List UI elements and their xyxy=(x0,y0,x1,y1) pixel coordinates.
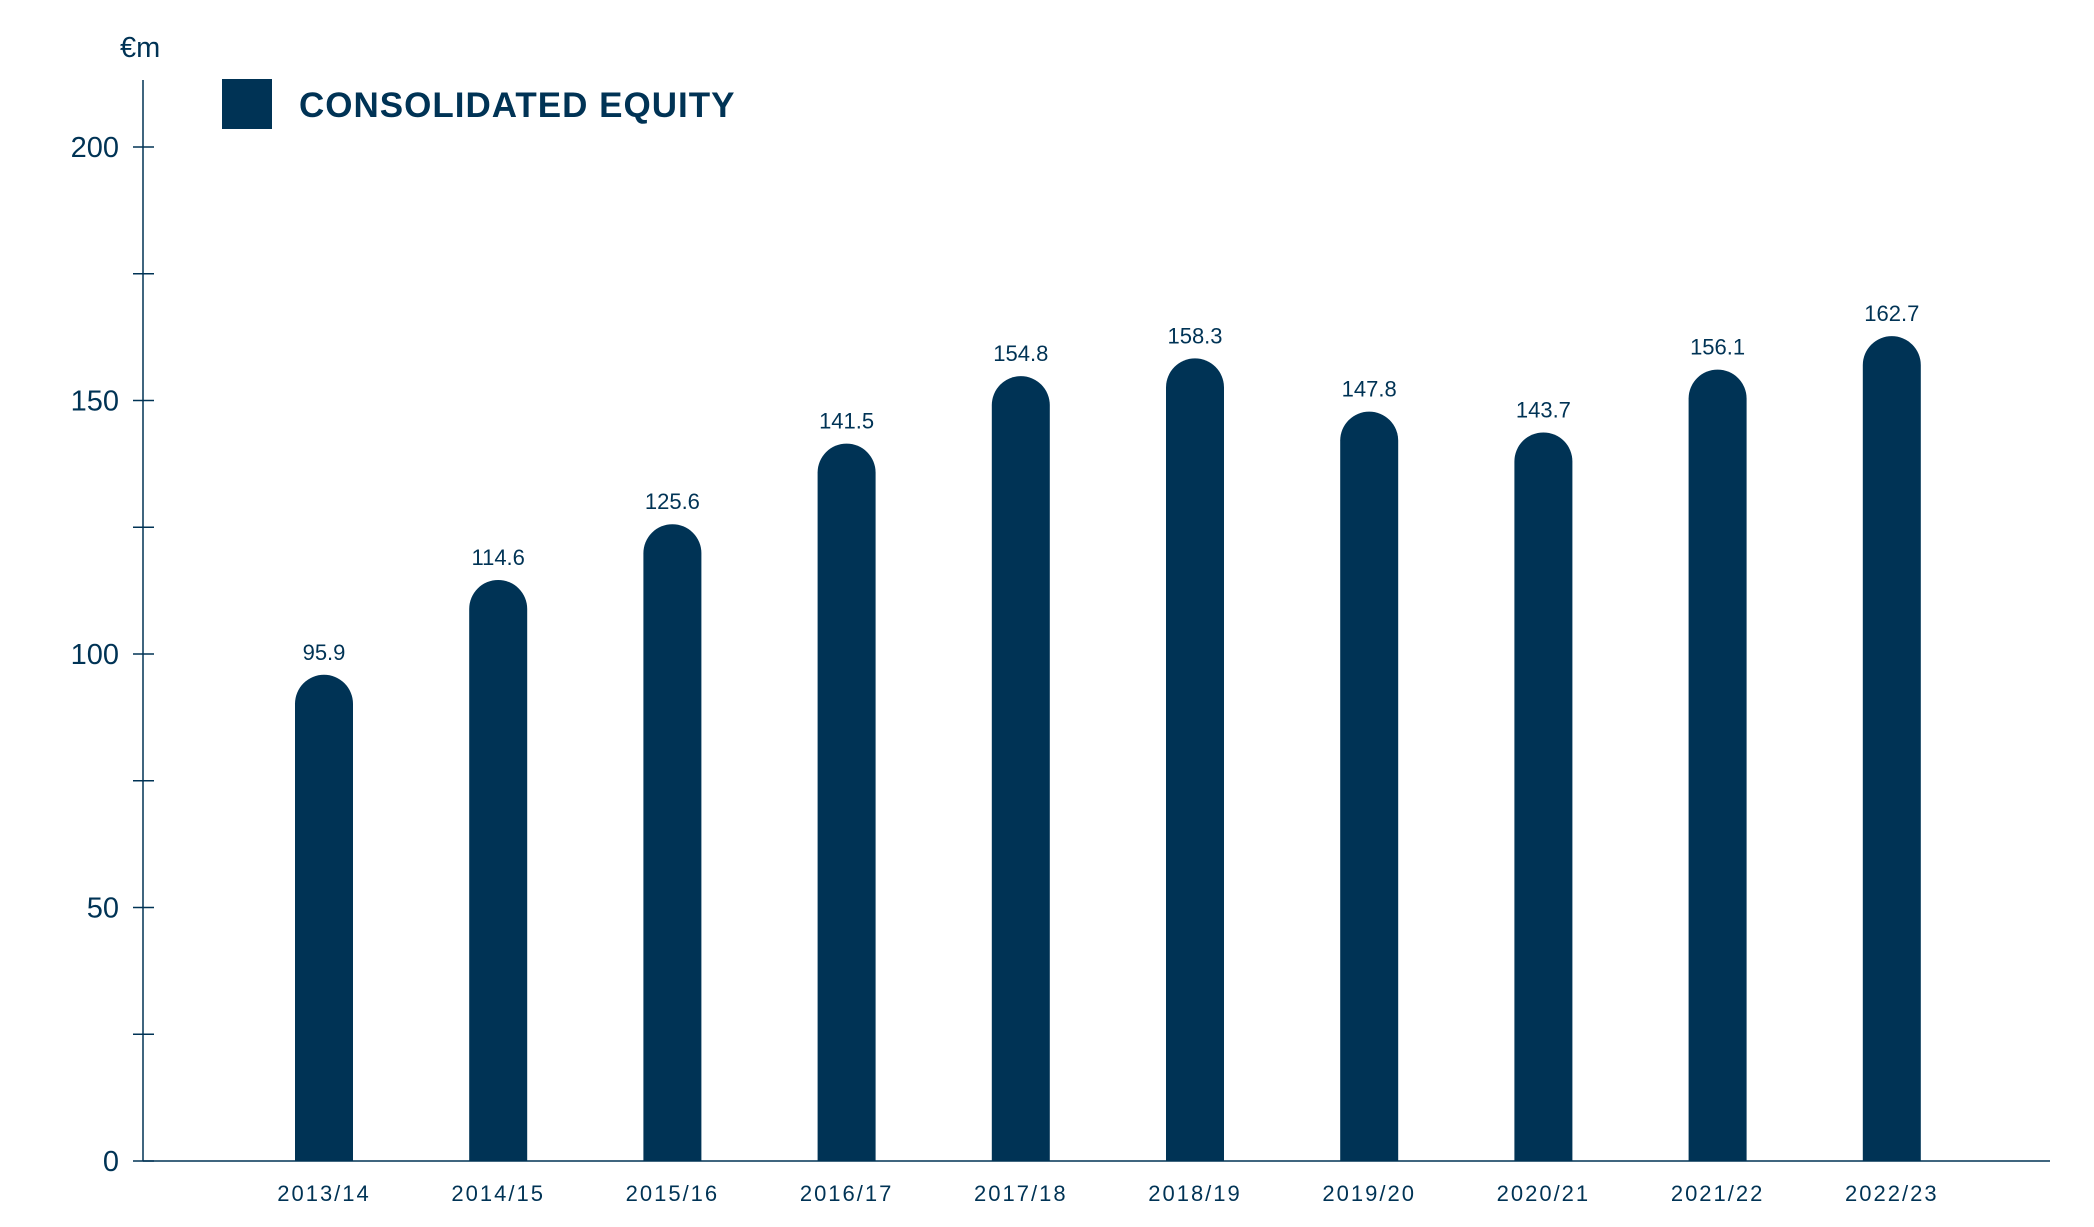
x-category-label: 2022/23 xyxy=(1845,1181,1939,1206)
bar-value-label: 158.3 xyxy=(1167,323,1222,348)
bar-value-label: 95.9 xyxy=(303,640,346,665)
legend-label: CONSOLIDATED EQUITY xyxy=(299,86,735,125)
bar-value-label: 143.7 xyxy=(1516,397,1571,422)
bar-2016-17 xyxy=(817,443,876,1162)
bar-2015-16 xyxy=(643,524,702,1161)
bar-2014-15 xyxy=(469,579,528,1161)
axes: 0 50 100 150 200 xyxy=(71,80,2050,1178)
bar-2013-14 xyxy=(295,674,353,1161)
bar-value-label: 114.6 xyxy=(471,545,524,570)
bar-2020-21 xyxy=(1514,432,1573,1161)
x-category-label: 2020/21 xyxy=(1497,1181,1591,1206)
bar-value-label: 156.1 xyxy=(1690,335,1745,360)
bar-value-label: 147.8 xyxy=(1342,377,1397,402)
bar-2017-18 xyxy=(991,376,1050,1161)
y-tick-label: 150 xyxy=(71,386,119,418)
bar-value-label: 154.8 xyxy=(993,341,1048,366)
x-category-label: 2014/15 xyxy=(451,1181,545,1206)
bars xyxy=(295,336,1921,1162)
bar-2022-23 xyxy=(1862,336,1921,1162)
x-category-label: 2013/14 xyxy=(277,1181,371,1206)
bar-2018-19 xyxy=(1166,358,1224,1161)
x-category-label: 2015/16 xyxy=(626,1181,720,1206)
bar-2019-20 xyxy=(1340,411,1399,1161)
y-tick-label: 200 xyxy=(71,132,119,164)
x-category-label: 2016/17 xyxy=(800,1181,894,1206)
y-axis-unit-label: €m xyxy=(120,32,160,64)
y-tick-label: 100 xyxy=(71,639,119,671)
bar-value-label: 162.7 xyxy=(1864,301,1919,326)
labels: 95.9 2013/14 114.6 2014/15 125.6 2015/16 141.5… xyxy=(277,301,1939,1206)
bar-value-label: 125.6 xyxy=(645,489,700,514)
x-category-label: 2018/19 xyxy=(1148,1181,1242,1206)
legend: CONSOLIDATED EQUITY xyxy=(222,79,735,129)
legend-swatch xyxy=(222,79,272,129)
x-category-label: 2017/18 xyxy=(974,1181,1068,1206)
bar-2021-22 xyxy=(1688,369,1747,1161)
x-category-label: 2021/22 xyxy=(1671,1181,1765,1206)
y-tick-label: 0 xyxy=(103,1146,119,1178)
x-category-label: 2019/20 xyxy=(1322,1181,1416,1206)
y-tick-label: 50 xyxy=(87,893,119,925)
bar-value-label: 141.5 xyxy=(819,409,874,434)
